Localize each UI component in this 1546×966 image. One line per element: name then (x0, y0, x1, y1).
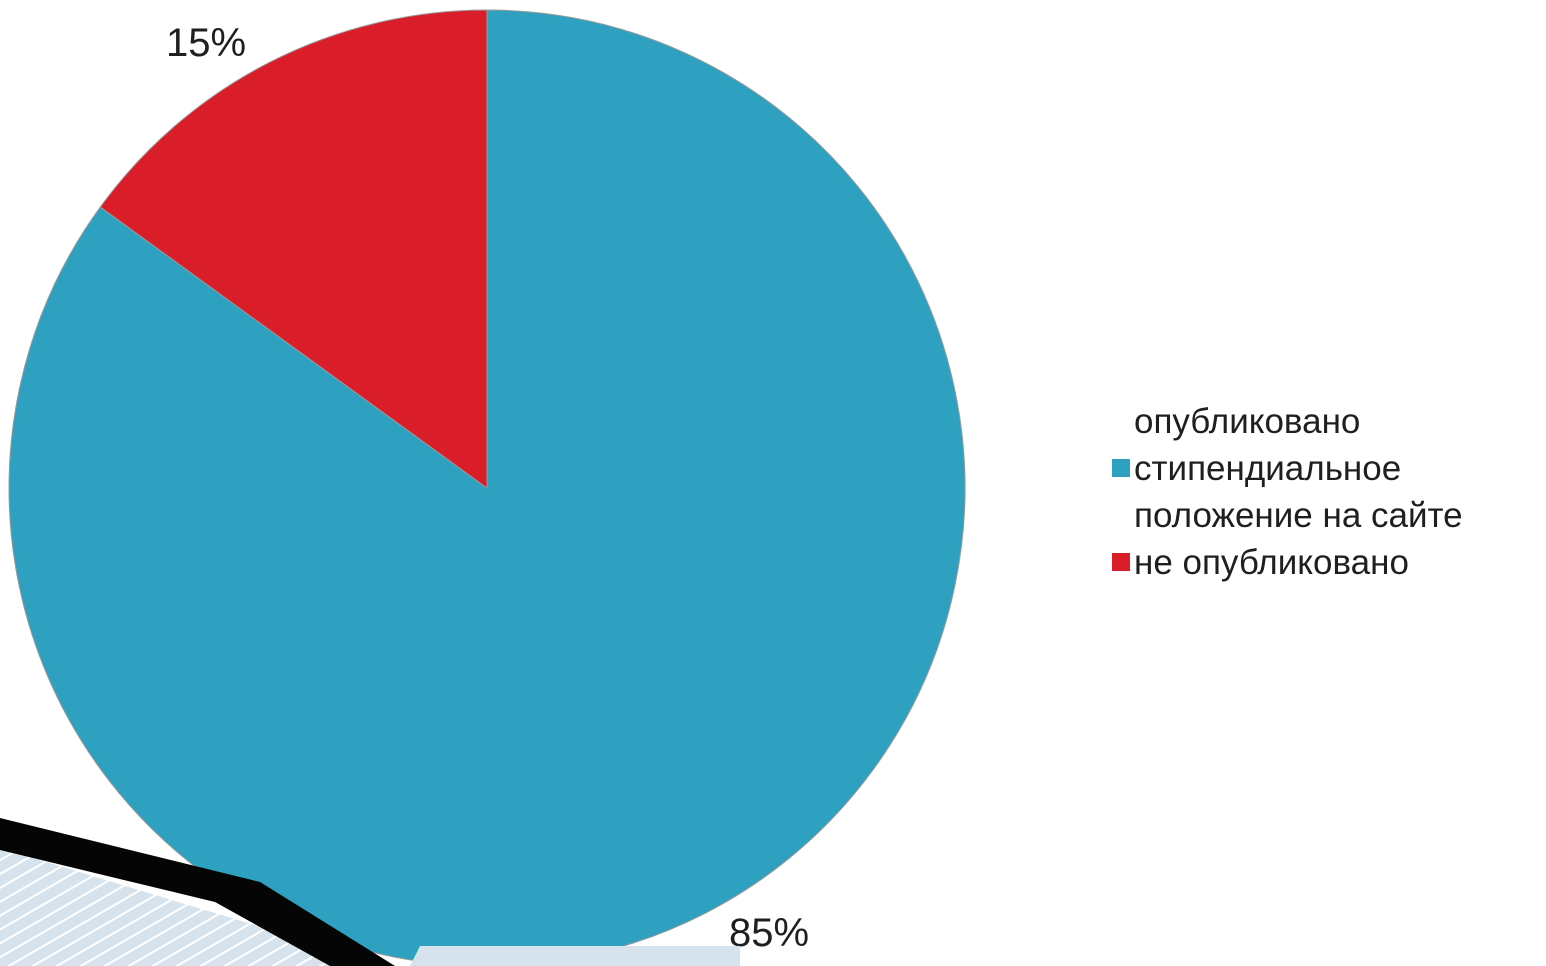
legend-label-line: не опубликовано (1134, 543, 1409, 582)
legend-label-line: стипендиальное (1134, 449, 1402, 488)
pie-value-label: 85% (729, 911, 809, 955)
legend-item-not-published: не опубликовано (1112, 539, 1463, 586)
legend-item-published: опубликовано стипендиальное положение на… (1112, 398, 1463, 539)
legend: опубликовано стипендиальное положение на… (1112, 398, 1463, 586)
pie-slice (99, 9, 488, 489)
legend-swatch-published (1112, 459, 1130, 477)
pie-slices (8, 9, 966, 966)
slide-corner-decoration (0, 818, 740, 966)
legend-swatch-not-published (1112, 553, 1130, 571)
legend-label-line: положение на сайте (1134, 496, 1463, 535)
legend-label-line: опубликовано (1134, 402, 1361, 441)
pie-value-label: 15% (166, 21, 246, 65)
pie-value-labels: 85% 15% (166, 21, 809, 955)
